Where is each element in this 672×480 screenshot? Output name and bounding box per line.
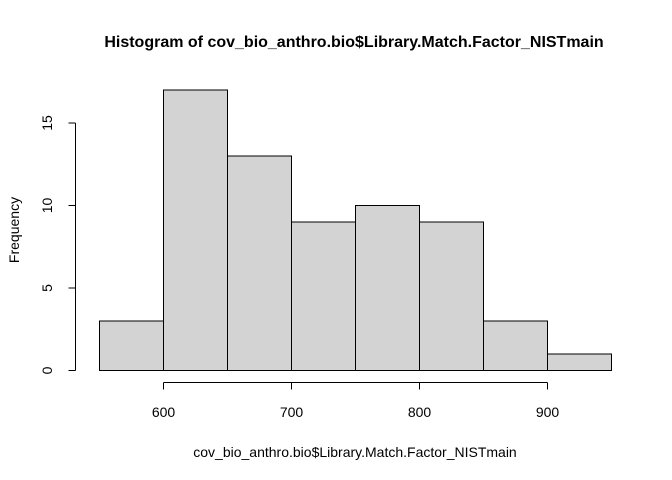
- histogram-bar-3: [227, 155, 292, 371]
- histogram-bar-6: [419, 221, 484, 371]
- x-tick-label-700: 700: [280, 404, 304, 420]
- histogram-bar-5: [355, 205, 420, 371]
- x-axis: 600 700 800 900: [152, 382, 560, 420]
- y-tick-label-5: 5: [39, 284, 55, 292]
- histogram-bar-1: [99, 320, 164, 371]
- histogram-bar-8: [547, 353, 612, 371]
- y-tick-label-15: 15: [39, 115, 55, 131]
- histogram-bar-4: [291, 221, 356, 371]
- chart-title: Histogram of cov_bio_anthro.bio$Library.…: [104, 34, 603, 51]
- x-tick-label-800: 800: [408, 404, 432, 420]
- x-axis-label: cov_bio_anthro.bio$Library.Match.Factor_…: [193, 444, 516, 460]
- y-tick-label-10: 10: [39, 198, 55, 214]
- histogram-bar-7: [483, 320, 548, 371]
- x-tick-label-600: 600: [152, 404, 176, 420]
- x-tick-label-900: 900: [536, 404, 560, 420]
- y-tick-label-0: 0: [39, 366, 55, 374]
- bars-group: [99, 89, 612, 371]
- y-axis: 0 5 10 15: [39, 115, 76, 374]
- histogram-bar-2: [163, 89, 228, 371]
- y-axis-label: Frequency: [6, 197, 22, 263]
